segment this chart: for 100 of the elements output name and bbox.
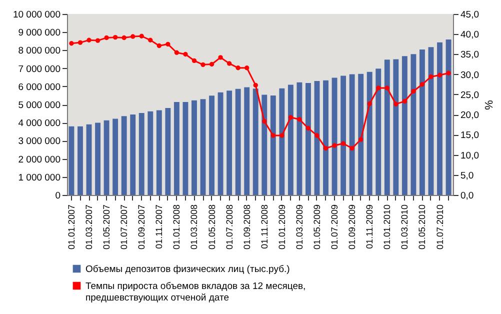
y2-tick-label: 0,0: [460, 190, 474, 202]
bar: [156, 110, 162, 195]
bar: [358, 74, 364, 195]
bar: [235, 88, 241, 195]
point: [218, 55, 223, 60]
point: [200, 62, 206, 68]
x-tick-label: 01.07.2008: [224, 204, 234, 250]
y-tick-label: 4 000 000: [18, 118, 60, 130]
y2-tick-label: 15,0: [460, 130, 479, 142]
bar: [366, 72, 372, 195]
x-tick-label: 01.09.2008: [242, 204, 252, 250]
point: [340, 141, 346, 146]
bar: [410, 54, 416, 195]
bar: [68, 126, 74, 195]
point: [323, 146, 328, 151]
y-tick-label: 3 000 000: [18, 136, 60, 148]
bar: [182, 102, 188, 195]
bar: [174, 102, 180, 195]
y2-tick-label: 25,0: [460, 90, 479, 101]
y-tick-label: 6 000 000: [18, 82, 60, 93]
y-tick-label: 5 000 000: [18, 100, 60, 111]
point: [314, 133, 320, 138]
bar: [121, 116, 127, 195]
x-tick-label: 01.05.2008: [206, 204, 217, 250]
point: [148, 38, 153, 42]
point: [69, 41, 74, 46]
point: [262, 119, 267, 124]
point: [139, 34, 144, 38]
y-tick-label: 0: [55, 190, 60, 202]
bar: [200, 99, 206, 195]
point: [446, 70, 451, 76]
bar: [104, 120, 110, 195]
point: [402, 98, 408, 104]
bar: [270, 95, 276, 195]
point: [270, 133, 276, 138]
bar: [446, 40, 452, 195]
x-tick-label: 01.05.2010: [417, 204, 428, 250]
y2-tick-label: 30,0: [460, 70, 479, 81]
y2-tick-label: 35,0: [460, 50, 479, 61]
bar: [384, 60, 390, 195]
bar: [349, 74, 355, 195]
x-tick-label: 01.03.2007: [84, 204, 94, 250]
bar: [323, 80, 328, 195]
bar: [112, 118, 118, 195]
point: [183, 52, 188, 57]
x-tick-label: 01.11.2007: [154, 204, 164, 249]
x-tick-label: 01.09.2009: [347, 204, 358, 250]
bar: [209, 96, 214, 195]
point: [297, 117, 302, 122]
x-tick-label: 01.03.2009: [294, 204, 304, 250]
bar: [279, 88, 285, 195]
point: [306, 126, 311, 131]
point: [192, 58, 197, 63]
y-tick-label: 8 000 000: [18, 46, 60, 57]
legend-label: Объемы депозитов физических лиц (тыс.руб.): [86, 264, 290, 275]
point: [437, 72, 442, 78]
y2-tick-label: 10,0: [460, 150, 479, 162]
point: [209, 62, 214, 67]
bar: [420, 49, 425, 195]
point: [236, 66, 240, 70]
bar: [306, 82, 311, 195]
x-tick-label: 01.07.2009: [330, 204, 340, 250]
bar: [288, 84, 294, 195]
x-tick-label: 01.11.2008: [259, 204, 270, 249]
point: [156, 43, 162, 48]
point: [174, 50, 180, 55]
y2-tick-label: 20,0: [460, 110, 479, 122]
point: [226, 61, 232, 66]
x-tick-label: 01.01.2007: [66, 204, 76, 250]
x-tick-label: 01.01.2008: [172, 204, 182, 250]
y-tick-label: 9 000 000: [18, 28, 60, 39]
bar: [148, 111, 154, 195]
point: [394, 102, 398, 106]
point: [244, 66, 250, 70]
point: [78, 40, 83, 45]
point: [95, 38, 100, 43]
x-tick-label: 01.03.2008: [189, 204, 200, 250]
point: [104, 35, 109, 40]
x-tick-label: 01.07.2007: [119, 204, 130, 250]
bar: [95, 122, 100, 195]
point: [384, 86, 390, 90]
bar: [314, 80, 320, 195]
bar: [393, 59, 399, 195]
bar: [138, 113, 144, 195]
y2-tick-label: 40,0: [460, 30, 479, 41]
x-tick-label: 01.07.2010: [434, 204, 445, 250]
y2-axis-title: %: [482, 100, 494, 110]
y2-tick-label: 5,0: [460, 170, 474, 182]
x-tick-label: 01.03.2010: [400, 204, 410, 250]
bar: [252, 88, 258, 195]
x-tick-label: 01.01.2010: [382, 204, 392, 250]
point: [112, 34, 118, 40]
point: [130, 34, 136, 39]
bar: [244, 87, 250, 195]
point: [411, 88, 416, 94]
point: [280, 133, 284, 138]
point: [122, 35, 126, 40]
bar: [165, 108, 171, 195]
bar: [262, 94, 268, 195]
bar: [376, 68, 382, 195]
